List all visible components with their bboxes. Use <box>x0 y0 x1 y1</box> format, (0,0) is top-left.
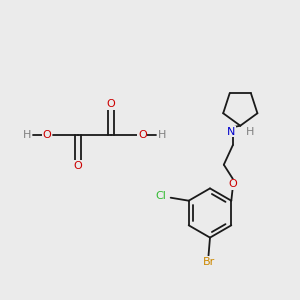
Text: O: O <box>138 130 147 140</box>
Text: H: H <box>158 130 166 140</box>
Text: H: H <box>23 130 32 140</box>
Text: N: N <box>227 127 236 137</box>
Text: O: O <box>42 130 51 140</box>
Text: Cl: Cl <box>155 191 166 201</box>
Text: O: O <box>74 161 82 171</box>
Text: O: O <box>106 99 116 109</box>
Text: O: O <box>228 179 237 189</box>
Text: Br: Br <box>202 256 214 267</box>
Text: H: H <box>245 127 254 137</box>
